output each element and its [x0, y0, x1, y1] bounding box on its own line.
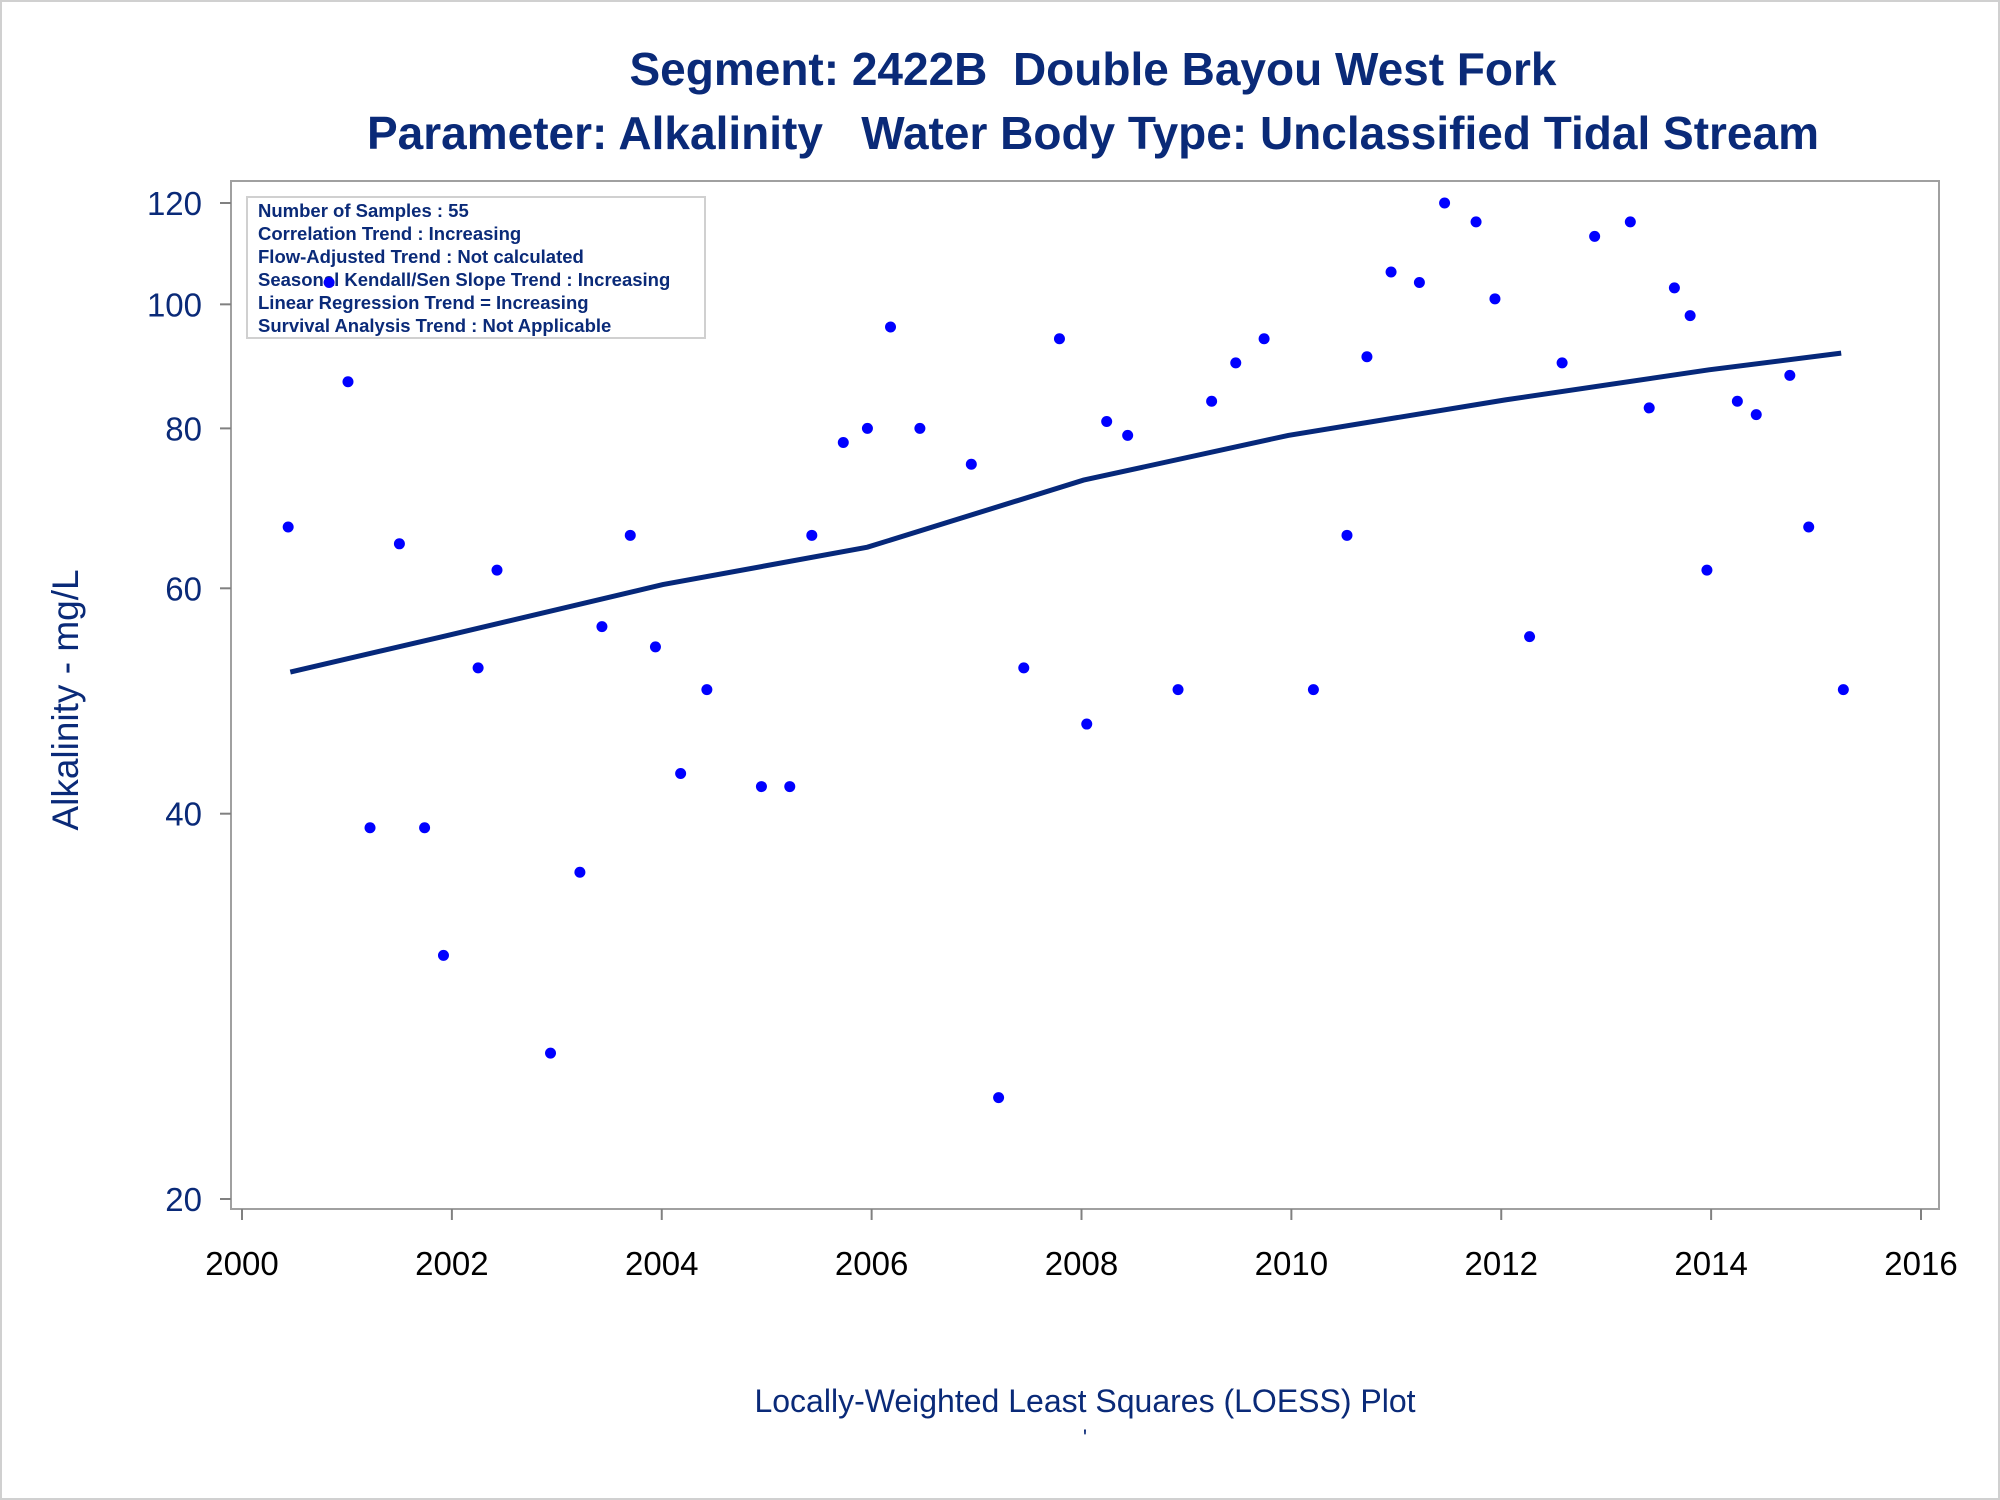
data-point — [323, 277, 335, 289]
y-axis-label: Alkalinity - mg/L — [45, 569, 86, 830]
legend-line: Survival Analysis Trend : Not Applicable — [258, 315, 611, 336]
data-point — [1668, 282, 1680, 294]
data-point — [596, 621, 608, 633]
data-point — [364, 822, 376, 834]
data-point — [675, 767, 687, 779]
data-point — [755, 781, 767, 793]
data-point — [1018, 662, 1030, 674]
y-tick-label: 80 — [165, 410, 202, 447]
legend-line: Correlation Trend : Increasing — [258, 223, 521, 244]
data-point — [1341, 529, 1353, 541]
data-point — [701, 684, 713, 696]
data-point — [282, 521, 294, 533]
x-tick-label: 2014 — [1674, 1245, 1747, 1282]
data-point — [1470, 216, 1482, 228]
data-point — [491, 564, 503, 576]
data-point — [574, 866, 586, 878]
data-point — [419, 822, 431, 834]
x-axis: 2000 2002 2004 2006 2008 2010 2012 2014 2016 — [205, 1209, 1958, 1282]
data-point — [624, 529, 636, 541]
data-point — [1258, 333, 1270, 345]
legend-line: Number of Samples : 55 — [258, 200, 469, 221]
data-point — [1489, 293, 1501, 305]
plot-area — [230, 180, 1940, 1210]
x-tick-label: 2010 — [1255, 1245, 1328, 1282]
data-point — [1624, 216, 1636, 228]
data-point — [1750, 409, 1762, 421]
x-tick-label: 2016 — [1884, 1245, 1957, 1282]
data-point — [1439, 197, 1451, 209]
legend-line: Seasonal Kendall/Sen Slope Trend : Incre… — [258, 269, 670, 290]
data-point — [914, 422, 926, 434]
data-point — [1172, 684, 1184, 696]
data-point — [1701, 564, 1713, 576]
x-tick-label: 2004 — [625, 1245, 698, 1282]
x-tick-label: 2002 — [415, 1245, 488, 1282]
data-point — [1230, 357, 1242, 369]
x-tick-label: 2000 — [205, 1245, 278, 1282]
data-point — [965, 458, 977, 470]
data-point — [837, 436, 849, 448]
data-point — [1803, 521, 1815, 533]
data-point — [861, 422, 873, 434]
data-point — [1837, 684, 1849, 696]
data-point — [885, 321, 897, 333]
data-point — [472, 662, 484, 674]
y-tick-label: 120 — [147, 185, 202, 222]
x-tick-label: 2008 — [1045, 1245, 1118, 1282]
data-point — [393, 538, 405, 550]
y-tick-label: 60 — [165, 570, 202, 607]
legend-line: Flow-Adjusted Trend : Not calculated — [258, 246, 584, 267]
data-point — [1684, 310, 1696, 322]
data-point — [1053, 333, 1065, 345]
data-point — [1556, 357, 1568, 369]
data-point — [1589, 230, 1601, 242]
data-point — [1643, 402, 1655, 414]
data-point — [1524, 631, 1536, 643]
data-point — [1413, 277, 1425, 289]
y-axis: 20 40 60 80 100 120 — [147, 185, 231, 1218]
legend-line: Linear Regression Trend = Increasing — [258, 292, 589, 313]
data-point — [342, 376, 354, 388]
data-point — [1385, 266, 1397, 278]
data-point — [1784, 369, 1796, 381]
y-tick-label: 100 — [147, 286, 202, 323]
footnote-mark: ' — [1083, 1425, 1087, 1450]
data-point — [1361, 351, 1373, 363]
data-point — [1206, 395, 1218, 407]
data-point — [1101, 415, 1113, 427]
footnote: Locally-Weighted Least Squares (LOESS) P… — [754, 1383, 1415, 1419]
data-point — [1307, 684, 1319, 696]
chart-subtitle: Parameter: Alkalinity Water Body Type: U… — [367, 107, 1819, 159]
scatter-points — [282, 197, 1849, 1104]
y-tick-label: 20 — [165, 1181, 202, 1218]
y-tick-label: 40 — [165, 796, 202, 833]
data-point — [1122, 429, 1134, 441]
data-point — [545, 1047, 557, 1059]
x-tick-label: 2006 — [835, 1245, 908, 1282]
data-point — [784, 781, 796, 793]
x-tick-label: 2012 — [1465, 1245, 1538, 1282]
data-point — [806, 529, 818, 541]
data-point — [993, 1092, 1005, 1104]
data-point — [1081, 718, 1093, 730]
chart-title: Segment: 2422B Double Bayou West Fork — [629, 43, 1556, 95]
loess-line — [289, 350, 1842, 675]
data-point — [1731, 395, 1743, 407]
data-point — [437, 949, 449, 961]
data-point — [649, 641, 661, 653]
